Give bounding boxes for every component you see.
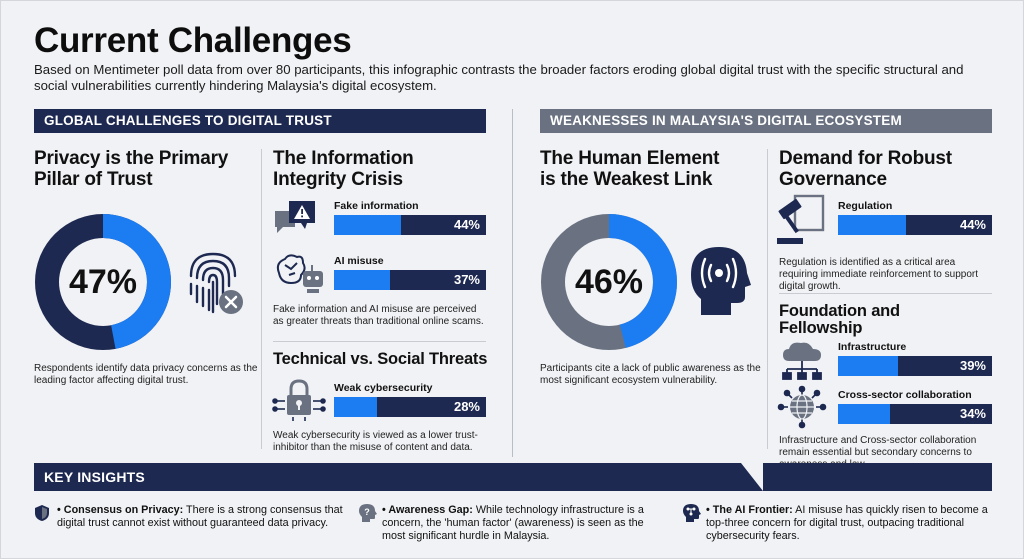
brain-robot-icon	[276, 254, 323, 293]
awareness-donut-fill	[541, 214, 677, 350]
weak-cybersecurity-label: Weak cybersecurity	[334, 382, 433, 394]
governance-heading: Demand for Robust Governance	[779, 148, 952, 190]
insight-ai-frontier: • The AI Frontier: AI misuse has quickly…	[706, 504, 988, 542]
insight-awareness: • Awareness Gap: While technology infras…	[382, 504, 644, 542]
shield-icon	[35, 505, 49, 521]
globe-network-icon	[777, 385, 827, 429]
cross-sector-value: 34%	[959, 406, 986, 421]
integrity-divider	[273, 341, 486, 342]
regulation-bar: 44%	[838, 215, 992, 235]
regulation-bar-fill	[838, 215, 906, 235]
governance-divider	[779, 293, 992, 294]
privacy-heading: Privacy is the Primary Pillar of Trust	[34, 148, 229, 190]
regulation-label: Regulation	[838, 200, 893, 212]
right-inner-divider	[767, 149, 768, 449]
svg-text:?: ?	[364, 507, 370, 517]
weak-cybersecurity-bar: 28%	[334, 397, 486, 417]
technical-heading: Technical vs. Social Threats	[273, 350, 488, 368]
ai-misuse-value: 37%	[453, 272, 480, 287]
fake-information-value: 44%	[453, 217, 480, 232]
ai-head-icon	[683, 504, 701, 522]
fake-information-bar-fill	[334, 215, 401, 235]
page-subtitle: Based on Mentimeter poll data from over …	[34, 62, 964, 93]
human-element-heading: The Human Element is the Weakest Link	[540, 148, 720, 190]
integrity-note: Fake information and AI misuse are perce…	[273, 304, 484, 327]
infrastructure-bar-fill	[838, 356, 899, 376]
cloud-network-icon	[782, 342, 822, 380]
page-title: Current Challenges	[34, 21, 352, 60]
infrastructure-bar: 39%	[838, 356, 992, 376]
ai-misuse-bar: 37%	[334, 270, 486, 290]
awareness-note: Participants cite a lack of public aware…	[540, 363, 761, 386]
infrastructure-label: Infrastructure	[838, 341, 907, 353]
fingerprint-icon	[189, 252, 243, 314]
gavel-document-icon	[777, 194, 825, 244]
insight-privacy: • Consensus on Privacy: There is a stron…	[57, 504, 343, 529]
foundation-heading: Foundation and Fellowship	[779, 302, 900, 337]
left-inner-divider	[261, 149, 262, 449]
privacy-percent: 47%	[68, 263, 138, 301]
cross-sector-label: Cross-sector collaboration	[838, 389, 972, 401]
head-question-icon: ?	[359, 504, 377, 522]
padlock-circuit-icon	[272, 379, 326, 421]
privacy-note: Respondents identify data privacy concer…	[34, 363, 258, 386]
key-insights-banner: KEY INSIGHTS	[34, 463, 992, 491]
fake-information-bar: 44%	[334, 215, 486, 235]
ai-misuse-bar-fill	[334, 270, 391, 290]
cross-sector-bar-fill	[838, 404, 891, 424]
privacy-donut-chart	[35, 214, 171, 350]
global-challenges-banner: GLOBAL CHALLENGES TO DIGITAL TRUST	[34, 109, 486, 133]
awareness-percent: 46%	[574, 263, 644, 301]
warning-chat-icon	[275, 201, 315, 233]
center-divider	[512, 109, 513, 457]
infrastructure-value: 39%	[959, 358, 986, 373]
technical-note: Weak cybersecurity is viewed as a lower …	[273, 430, 478, 453]
fake-information-label: Fake information	[334, 200, 419, 212]
weak-cybersecurity-bar-fill	[334, 397, 377, 417]
ai-misuse-label: AI misuse	[334, 255, 384, 267]
malaysia-weaknesses-banner: WEAKNESSES IN MALAYSIA'S DIGITAL ECOSYST…	[540, 109, 992, 133]
awareness-donut-chart	[541, 214, 677, 350]
integrity-heading: The Information Integrity Crisis	[273, 148, 414, 190]
weak-cybersecurity-value: 28%	[453, 399, 480, 414]
regulation-value: 44%	[959, 217, 986, 232]
head-signal-icon	[691, 247, 751, 315]
privacy-donut-fill	[35, 214, 171, 350]
governance-note: Regulation is identified as a critical a…	[779, 257, 978, 292]
cross-sector-bar: 34%	[838, 404, 992, 424]
key-insights-notch	[741, 463, 763, 491]
